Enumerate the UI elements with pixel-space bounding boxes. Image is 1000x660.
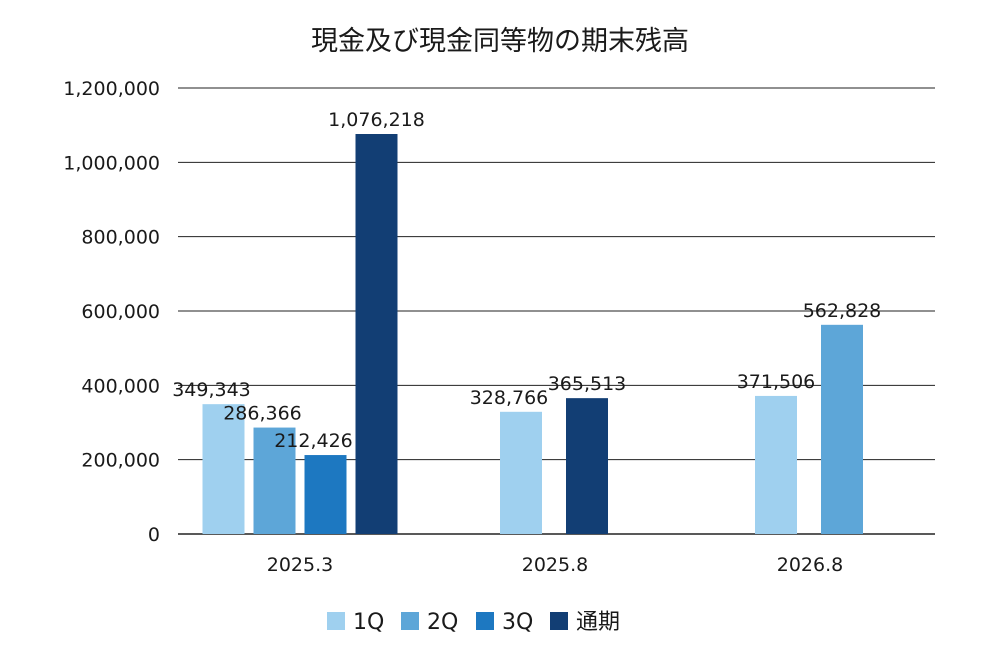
bar-1Q-2025.3 (202, 404, 245, 534)
data-label: 328,766 (470, 387, 549, 409)
legend-swatch (550, 612, 568, 630)
x-axis-ticks: 2025.3 2025.8 2026.8 (267, 554, 843, 576)
data-label: 349,343 (172, 379, 251, 401)
data-label: 365,513 (548, 373, 627, 395)
y-tick-label: 800,000 (81, 227, 160, 249)
bar-通期-2025.8 (566, 398, 608, 534)
y-tick-label: 1,200,000 (63, 78, 160, 100)
y-axis-ticks: 0 200,000 400,000 600,000 800,000 1,000,000 1,… (63, 78, 160, 546)
x-tick-label: 2026.8 (777, 554, 843, 576)
y-tick-label: 400,000 (81, 375, 160, 397)
legend: 1Q 2Q 3Q 通期 (327, 610, 620, 635)
legend-swatch (401, 612, 419, 630)
data-label: 562,828 (803, 300, 882, 322)
legend-label: 通期 (576, 610, 620, 635)
y-tick-label: 200,000 (81, 450, 160, 472)
bar-3Q-2025.3 (304, 455, 347, 534)
y-tick-label: 0 (148, 524, 160, 546)
data-label: 286,366 (223, 403, 302, 425)
bars (202, 134, 863, 534)
legend-swatch (327, 612, 345, 630)
data-label: 371,506 (737, 371, 816, 393)
x-tick-label: 2025.8 (522, 554, 588, 576)
y-tick-label: 600,000 (81, 301, 160, 323)
bar-2Q-2026.8 (821, 324, 863, 534)
y-tick-label: 1,000,000 (63, 152, 160, 174)
legend-label: 1Q (353, 610, 384, 635)
data-label: 1,076,218 (328, 109, 425, 131)
legend-swatch (476, 612, 494, 630)
bar-1Q-2026.8 (755, 395, 797, 534)
x-tick-label: 2025.3 (267, 554, 333, 576)
bar-通期-2025.3 (355, 134, 398, 534)
gridlines (178, 87, 935, 535)
legend-label: 2Q (427, 610, 458, 635)
bar-2Q-2025.3 (253, 427, 296, 534)
legend-label: 3Q (502, 610, 533, 635)
chart-title: 現金及び現金同等物の期末残高 (311, 26, 689, 57)
bar-1Q-2025.8 (500, 411, 542, 534)
data-label: 212,426 (274, 430, 353, 452)
